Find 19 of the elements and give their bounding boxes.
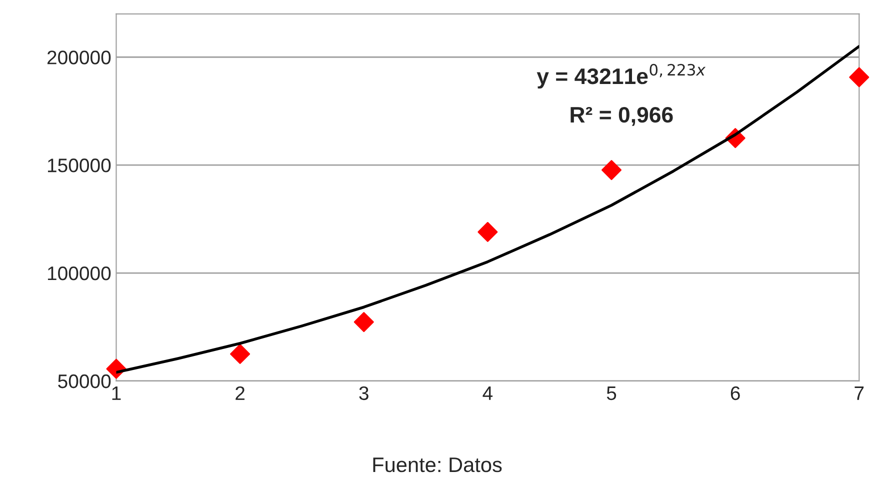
- x-tick-label: 5: [606, 386, 616, 400]
- point: [354, 312, 374, 332]
- point: [849, 67, 870, 88]
- x-tick-label: 4: [482, 386, 493, 400]
- point: [478, 222, 498, 242]
- x-tick-label: 1: [112, 386, 121, 400]
- y-tick-label: 50000: [58, 374, 111, 388]
- x-tick-label: 7: [854, 386, 864, 400]
- x-tick-label: 2: [236, 386, 244, 400]
- annotation: y = 43211e$^{0,223x}$: [536, 64, 706, 89]
- x-tick-label: 6: [730, 386, 740, 400]
- point: [230, 344, 250, 364]
- y-tick-label: 150000: [48, 158, 111, 172]
- y-tick-label: 200000: [47, 50, 111, 64]
- y-tick-label: 100000: [48, 266, 111, 280]
- source-note: Fuente: Datos: [373, 458, 502, 472]
- annotation: R² = 0,966: [570, 106, 673, 126]
- x-tick-label: 3: [359, 386, 368, 400]
- point: [601, 160, 622, 180]
